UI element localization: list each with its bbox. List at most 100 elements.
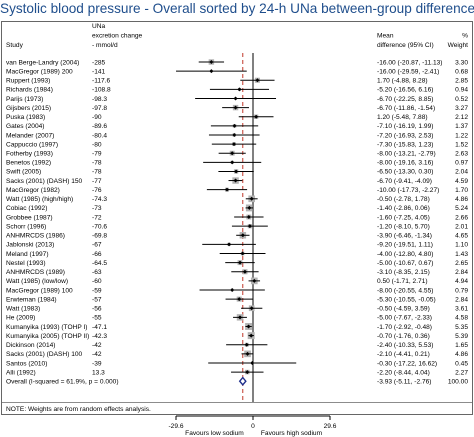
study-name: MacGregor (1989) 100 (6, 287, 73, 294)
mean-difference-ci: -3.90 (-6.46, -1.34) (377, 233, 432, 240)
una-change: -90 (92, 114, 102, 121)
point-estimate (233, 105, 238, 110)
study-row: MacGregor (1982) -76 -10.00 (-17.73, -2.27… (6, 187, 468, 194)
point-estimate (230, 288, 235, 292)
study-row: Benetos (1992) -78 -8.00 (-19.16, 3.16) 0.9… (6, 160, 468, 167)
point-estimate (242, 269, 247, 274)
study-row: Sacks (2001) (DASH) 150 -77 -6.70 (-9.41, … (6, 177, 468, 185)
una-change: -59 (92, 287, 102, 294)
study-row: Puska (1983) -90 1.20 (-5.48, 7.88) 2.12 (6, 114, 468, 121)
study-name: Watt (1985) (low/low) (6, 278, 68, 285)
mean-difference-ci: -0.70 (-1.76, 0.36) (377, 333, 430, 340)
point-estimate (230, 151, 235, 156)
point-estimate (254, 114, 259, 119)
una-change: -70.6 (92, 223, 107, 230)
una-change: -80.4 (92, 132, 107, 139)
mean-difference-ci: -6.50 (-13.30, 0.30) (377, 169, 433, 176)
mean-difference-ci: -7.10 (-16.19, 1.99) (377, 123, 433, 130)
header-una-2: excretion change (92, 33, 143, 40)
una-change: -78 (92, 169, 102, 176)
study-weight: 3.61 (455, 306, 468, 313)
header-una-3: - mmol/d (92, 42, 118, 49)
point-estimate (227, 242, 232, 247)
point-estimate (247, 224, 252, 229)
study-row: Gates (2004) -89.6 -7.10 (-16.19, 1.99) 1.3… (6, 123, 468, 130)
study-row: ANHMRCDS (1986) -69.8 -3.90 (-6.46, -1.34)… (6, 232, 468, 240)
study-name: Melander (2007) (6, 132, 54, 139)
una-change: -63 (92, 269, 102, 276)
study-weight: 0.52 (455, 96, 468, 103)
weights-note: NOTE: Weights are from random effects an… (6, 406, 151, 413)
una-change: -56 (92, 306, 102, 313)
chart-title: Systolic blood pressure - Overall sorted… (0, 1, 474, 16)
mean-difference-ci: -0.50 (-2.78, 1.78) (377, 196, 430, 203)
study-weight: 2.04 (455, 169, 468, 176)
study-rows: van Berge-Landry (2004) -285 -16.00 (-20.8… (6, 53, 468, 402)
mean-difference-ci: 1.70 (-4.88, 8.28) (377, 78, 428, 85)
mean-difference-ci: -4.00 (-12.80, 4.80) (377, 251, 433, 258)
plot-frame (1, 21, 473, 415)
mean-difference-ci: -1.20 (-8.10, 5.70) (377, 223, 430, 230)
study-name: Alli (1992) (6, 369, 36, 376)
study-name: Cobiac (1992) (6, 205, 47, 212)
mean-difference-ci: -9.20 (-19.51, 1.11) (377, 242, 433, 249)
una-change: -64.5 (92, 260, 107, 267)
study-name: Santos (2010) (6, 360, 47, 367)
overall-label: Overall (I-squared = 61.9%, p = 0.000) (6, 379, 119, 386)
study-row: Watt (1985) (high/high) -74.3 -0.50 (-2.78… (6, 195, 468, 203)
una-change: -141 (92, 68, 106, 75)
study-row: Santos (2010) -39 -0.30 (-17.22, 16.62) 0.4… (6, 360, 468, 367)
study-row: Cappuccio (1997) -80 -7.30 (-15.83, 1.23) 1… (6, 141, 468, 148)
mean-difference-ci: -1.40 (-2.86, 0.06) (377, 205, 430, 212)
mean-difference-ci: 0.50 (-1.71, 2.71) (377, 278, 428, 285)
study-weight: 2.01 (455, 223, 468, 230)
study-row: Fotherby (1993) -79 -8.00 (-13.21, -2.79) 2… (6, 151, 468, 158)
mean-difference-ci: -7.30 (-15.83, 1.23) (377, 141, 433, 148)
una-change: -97.8 (92, 105, 107, 112)
column-headers: Study UNa excretion change - mmol/d Mean… (6, 23, 468, 49)
study-name: Benetos (1992) (6, 160, 51, 167)
study-name: MacGregor (1989) 200 (6, 68, 73, 75)
study-row: van Berge-Landry (2004) -285 -16.00 (-20.8… (6, 59, 468, 66)
study-name: van Berge-Landry (2004) (6, 59, 79, 66)
study-weight: 2.63 (455, 151, 468, 158)
header-study: Study (6, 42, 24, 49)
study-name: Puska (1983) (6, 114, 45, 121)
mean-difference-ci: -1.70 (-2.92, -0.48) (377, 324, 432, 331)
mean-difference-ci: -3.10 (-8.35, 2.15) (377, 269, 430, 276)
study-row: Gijsbers (2015) -97.8 -6.70 (-11.86, -1.54… (6, 104, 468, 112)
axis-tick-label: 29.6 (324, 423, 337, 430)
point-estimate (230, 160, 235, 165)
study-name: Nestel (1993) (6, 260, 46, 267)
una-change: -42 (92, 342, 102, 349)
study-row: Swift (2005) -78 -6.50 (-13.30, 0.30) 2.04 (6, 169, 468, 176)
study-name: Fotherby (1993) (6, 151, 53, 158)
study-weight: 1.22 (455, 132, 468, 139)
study-weight: 2.84 (455, 269, 468, 276)
overall-row: Overall (I-squared = 61.9%, p = 0.000) -3… (6, 376, 468, 386)
point-estimate (224, 187, 229, 192)
study-row: Erwteman (1984) -57 -5.30 (-10.55, -0.05) 2… (6, 296, 468, 303)
mean-difference-ci: -7.20 (-16.93, 2.53) (377, 132, 433, 139)
point-estimate (240, 233, 245, 238)
study-row: Watt (1985) (low/low) -60 0.50 (-1.71, 2.7… (6, 277, 468, 285)
study-weight: 5.24 (455, 205, 468, 212)
study-name: Parijs (1973) (6, 96, 43, 103)
mean-difference-ci: -5.20 (-16.56, 6.16) (377, 87, 433, 94)
favours-high-label: Favours high sodium (261, 430, 323, 437)
point-estimate (246, 215, 251, 220)
point-estimate (233, 96, 238, 101)
study-name: Dickinson (2014) (6, 342, 55, 349)
una-change: -77 (92, 178, 102, 185)
study-name: Kumanyika (1993) (TOHP I) (6, 324, 87, 331)
una-change: -89.6 (92, 123, 107, 130)
study-name: Ruppert (1993) (6, 78, 50, 85)
una-change: -69.8 (92, 233, 107, 240)
study-weight: 4.65 (455, 233, 468, 240)
study-row: MacGregor (1989) 200 -141 -16.00 (-29.59, … (6, 68, 468, 75)
una-change: -80 (92, 141, 102, 148)
mean-difference-ci: -5.00 (-10.67, 0.67) (377, 260, 433, 267)
mean-difference-ci: -10.00 (-17.73, -2.27) (377, 187, 439, 194)
study-row: Kumanyika (1993) (TOHP I) -47.1 -1.70 (-2.… (6, 323, 468, 331)
study-name: Watt (1985) (high/high) (6, 196, 73, 203)
